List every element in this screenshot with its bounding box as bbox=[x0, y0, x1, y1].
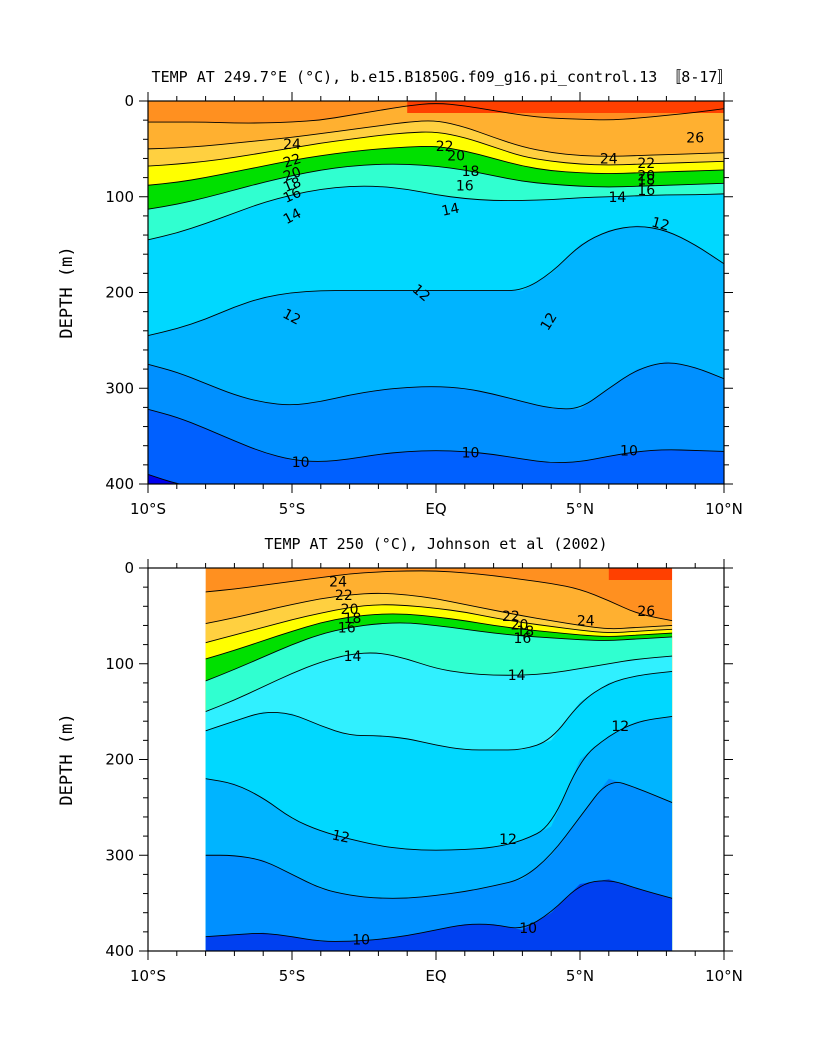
y-axis-label: DEPTH (m) bbox=[57, 713, 77, 805]
contour-label: 20 bbox=[447, 149, 465, 165]
contour-label: 18 bbox=[344, 611, 362, 627]
contour-label: 16 bbox=[513, 631, 531, 647]
axis-ticks bbox=[139, 92, 733, 493]
contour-label: 22 bbox=[637, 156, 655, 172]
contour-label: 10 bbox=[620, 443, 638, 459]
contour-label: 12 bbox=[538, 310, 561, 334]
chart-title: TEMP AT 249.7°E (°C), b.e15.B1850G.f09_g… bbox=[152, 68, 733, 86]
contour-label: 14 bbox=[344, 649, 362, 665]
contour-label: 14 bbox=[440, 200, 461, 219]
contour-label: 18 bbox=[637, 173, 655, 189]
contour-label: 12 bbox=[650, 214, 671, 234]
x-tick-label: 5°N bbox=[566, 500, 594, 518]
contour-label: 14 bbox=[281, 205, 304, 228]
contour-label: 16 bbox=[281, 185, 304, 207]
y-tick-label: 0 bbox=[124, 92, 134, 110]
isotherm-18 bbox=[205, 613, 673, 660]
warm-pool-patch bbox=[407, 101, 724, 113]
warm-pool-patch bbox=[608, 568, 673, 580]
isotherm-22 bbox=[205, 592, 673, 630]
band-below-10 bbox=[205, 879, 673, 951]
contour-label: 22 bbox=[335, 588, 353, 604]
x-tick-label: 5°S bbox=[279, 500, 306, 518]
contour-label: 22 bbox=[281, 151, 303, 172]
contour-label: 14 bbox=[609, 190, 627, 206]
contour-label: 10 bbox=[292, 455, 310, 471]
contour-label: 24 bbox=[329, 574, 347, 590]
isotherm-12 bbox=[205, 715, 673, 851]
contour-label: 14 bbox=[508, 668, 526, 684]
isotherm-14 bbox=[148, 185, 724, 241]
chart-title: TEMP AT 250 (°C), Johnson et al (2002) bbox=[264, 535, 607, 553]
contour-label: 18 bbox=[516, 624, 534, 640]
contour-label: 18 bbox=[281, 174, 304, 196]
isotherm-14 bbox=[205, 652, 673, 713]
isotherm-20 bbox=[148, 131, 724, 167]
contour-label: 20 bbox=[637, 169, 655, 185]
contour-label: 16 bbox=[338, 620, 356, 636]
isotherm-16 bbox=[148, 163, 724, 210]
contour-label: 10 bbox=[352, 933, 370, 949]
contour-label: 24 bbox=[283, 137, 301, 153]
isotherm-11 bbox=[148, 362, 724, 410]
y-tick-label: 400 bbox=[105, 942, 134, 960]
y-tick-label: 200 bbox=[105, 284, 134, 302]
contour-label: 26 bbox=[637, 604, 655, 620]
x-tick-label: 10°N bbox=[705, 500, 743, 518]
isotherm-13 bbox=[205, 670, 673, 751]
contour-label: 20 bbox=[281, 164, 303, 185]
band-below-10 bbox=[148, 409, 724, 484]
contour-label: 20 bbox=[341, 602, 359, 618]
x-tick-label: 10°N bbox=[705, 967, 743, 985]
contour-label: 12 bbox=[280, 306, 303, 328]
isotherm-24 bbox=[205, 570, 673, 622]
y-tick-label: 100 bbox=[105, 188, 134, 206]
band-below-11 bbox=[148, 361, 724, 484]
contour-label: 20 bbox=[511, 617, 529, 633]
isotherm-12 bbox=[148, 226, 724, 337]
isotherm-24 bbox=[148, 103, 724, 124]
x-tick-label: 10°S bbox=[130, 967, 166, 985]
contour-label: 24 bbox=[577, 614, 595, 630]
contour-label: 12 bbox=[611, 719, 629, 735]
isotherm-16 bbox=[205, 622, 673, 682]
isotherm-20 bbox=[205, 604, 673, 644]
contour-label: 26 bbox=[686, 130, 704, 146]
isotherm-18 bbox=[148, 145, 724, 186]
contour-label: 24 bbox=[600, 151, 618, 167]
x-tick-label: EQ bbox=[425, 967, 446, 985]
y-tick-label: 0 bbox=[124, 559, 134, 577]
contour-label: 10 bbox=[519, 921, 537, 937]
contour-label: 16 bbox=[637, 183, 655, 199]
contour-label: 22 bbox=[502, 609, 520, 625]
x-tick-label: 5°S bbox=[279, 967, 306, 985]
x-tick-label: EQ bbox=[425, 500, 446, 518]
isotherm-10 bbox=[148, 408, 724, 463]
contour-label: 10 bbox=[462, 445, 480, 461]
x-tick-label: 10°S bbox=[130, 500, 166, 518]
contour-label: 16 bbox=[456, 178, 474, 194]
isotherm-10 bbox=[205, 880, 673, 942]
x-tick-label: 5°N bbox=[566, 967, 594, 985]
y-tick-label: 300 bbox=[105, 846, 134, 864]
contour-label: 18 bbox=[462, 164, 480, 180]
isotherm-22 bbox=[148, 120, 724, 157]
contour-label: 22 bbox=[436, 139, 454, 155]
isotherm-11 bbox=[205, 782, 673, 899]
y-tick-label: 400 bbox=[105, 475, 134, 493]
y-tick-label: 300 bbox=[105, 379, 134, 397]
axis-ticks bbox=[139, 559, 733, 960]
y-tick-label: 100 bbox=[105, 655, 134, 673]
y-axis-label: DEPTH (m) bbox=[57, 246, 77, 338]
y-tick-label: 200 bbox=[105, 751, 134, 769]
contour-label: 12 bbox=[499, 832, 517, 848]
contour-label: 12 bbox=[330, 827, 351, 846]
